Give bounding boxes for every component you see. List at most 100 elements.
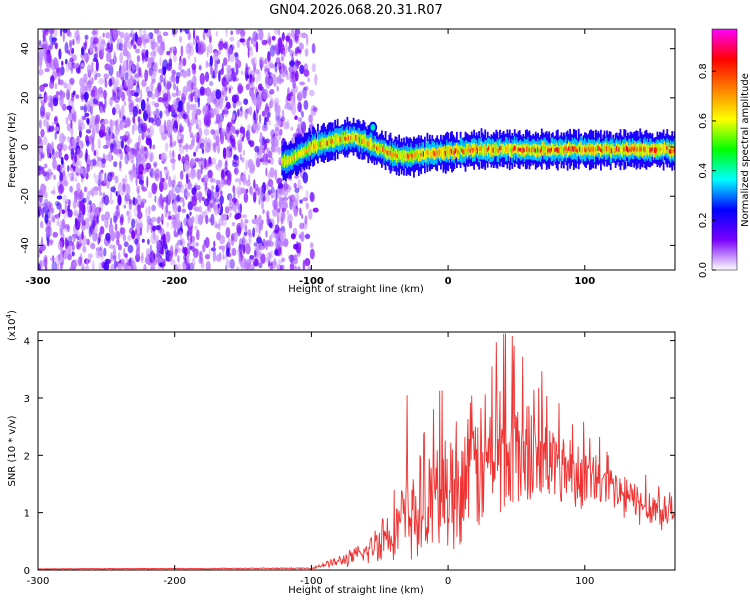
spectrogram-noise-cell (72, 200, 77, 209)
spectrogram-noise-cell (277, 104, 281, 115)
spectrogram-noise-cell (186, 101, 191, 114)
spectrogram-noise-cell (116, 118, 119, 126)
spectrogram-noise-cell (104, 217, 109, 229)
spectrogram-noise-cell (220, 95, 224, 101)
spectrogram-signal-cell (563, 147, 565, 154)
spectrogram-noise-cell (131, 124, 135, 135)
spectrogram-noise-cell (146, 32, 151, 44)
spectrogram-noise-cell (136, 61, 139, 68)
spectrogram-noise-cell (136, 211, 143, 220)
spectrogram-signal-cell (650, 147, 653, 153)
spectrogram-noise-cell (215, 163, 219, 170)
snr-y-tick-label: 0 (24, 566, 30, 577)
spectrogram-noise-cell (78, 125, 83, 131)
spectrogram-noise-cell (180, 125, 184, 133)
spectrogram-noise-cell (138, 108, 142, 115)
spectrogram-signal-cell (568, 146, 570, 151)
spectrogram-signal-cell (425, 152, 428, 158)
spectrogram-noise-cell (50, 257, 56, 262)
spectrogram-noise-cell (113, 147, 119, 155)
spectrogram-noise-cell (47, 146, 50, 159)
spectrogram-noise-cell (171, 118, 175, 125)
spectrogram-signal-cell (600, 148, 602, 152)
spectrogram-signal-cell (623, 147, 626, 152)
spectrogram-noise-cell (74, 151, 77, 164)
spectrogram-noise-cell (105, 154, 109, 161)
spectrogram-noise-cell (219, 179, 225, 188)
spectrogram-noise-cell (127, 244, 134, 254)
spectrogram-noise-cell (93, 172, 96, 179)
spectrogram-signal-cell (447, 149, 450, 155)
spectrogram-noise-cell (78, 191, 83, 199)
spectrogram-noise-cell (293, 254, 298, 261)
spectrogram-noise-cell (124, 174, 128, 187)
spectrogram-signal-cell (403, 154, 405, 159)
spectrogram-noise-cell (163, 78, 166, 87)
spectrogram-noise-cell (106, 139, 111, 147)
spectrogram-noise-cell (149, 153, 153, 163)
spectrogram-noise-cell (231, 197, 238, 203)
spectrogram-signal-cell (470, 146, 473, 151)
spectrogram-noise-cell (215, 184, 218, 193)
spectrogram-noise-cell (131, 37, 135, 44)
spectrogram-signal-cell (570, 147, 573, 153)
spectrogram-noise-cell (43, 163, 48, 169)
spectrogram-noise-cell (198, 257, 204, 264)
spectrogram-signal-cell (342, 137, 345, 142)
spectrogram-noise-cell (186, 173, 189, 185)
spectrogram-signal-cell (647, 147, 650, 153)
spectrogram-noise-cell (105, 232, 111, 242)
snr-line (38, 333, 675, 570)
spectrogram-noise-cell (51, 215, 55, 222)
spectrogram-noise-cell (46, 231, 51, 239)
spectrogram-noise-cell (47, 126, 52, 133)
spectrogram-noise-cell (254, 214, 257, 219)
spectrogram-signal-cell (545, 148, 548, 153)
spectrogram-signal-cell (373, 144, 376, 148)
spectrogram-signal-cell (533, 147, 536, 152)
spectrogram-noise-cell (166, 222, 170, 228)
spectrogram-noise-cell (248, 46, 253, 51)
spectrogram-signal-cell (556, 147, 559, 153)
spectrogram-noise-cell (65, 116, 69, 125)
spectrogram-noise-cell (46, 120, 50, 133)
spectrogram-signal-cell (593, 149, 596, 153)
spectrogram-noise-cell (151, 250, 155, 258)
spectrogram-signal-cell (356, 135, 359, 142)
spectrogram-noise-cell (288, 186, 292, 191)
spectrogram-noise-cell (71, 171, 75, 180)
spectrogram-noise-cell (237, 84, 244, 94)
spectrogram-noise-cell (173, 128, 177, 134)
spectrogram-noise-cell (251, 92, 255, 101)
spectrogram-noise-cell (281, 109, 285, 120)
spectrogram-noise-cell (210, 213, 215, 226)
spectrogram-noise-cell (238, 177, 242, 186)
spectrogram-noise-cell (311, 63, 316, 73)
spectrogram-signal-cell (513, 145, 516, 151)
spectrogram-noise-cell (92, 157, 97, 168)
spectrogram-signal-cell (317, 141, 319, 147)
spectrogram-noise-cell (153, 163, 157, 169)
spectrogram-noise-cell (255, 157, 261, 168)
spectrogram-noise-cell (58, 183, 65, 194)
spectrogram-noise-cell (311, 43, 316, 54)
spectrogram-noise-cell (118, 148, 123, 155)
spectrogram-noise-cell (297, 101, 302, 113)
spectrogram-noise-cell (49, 80, 55, 89)
spectrogram-noise-cell (110, 252, 113, 262)
spectrogram-noise-cell (104, 78, 107, 83)
spectrogram-noise-cell (140, 99, 146, 112)
spectrogram-signal-cell (286, 159, 288, 164)
colorbar-label: Normalized spectral amplitude (740, 73, 750, 227)
spectrogram-noise-cell (210, 247, 216, 252)
spectrogram-noise-cell (224, 85, 228, 92)
spectrogram-signal-cell (571, 146, 574, 152)
spectrogram-signal-cell (512, 147, 515, 152)
spectrogram-noise-cell (255, 223, 260, 233)
spectrogram-noise-cell (116, 124, 121, 132)
spectrogram-noise-cell (76, 243, 81, 250)
spectrogram-signal-cell (651, 147, 654, 152)
spectrogram-noise-cell (218, 70, 221, 82)
spectrogram-signal-cell (331, 139, 334, 144)
